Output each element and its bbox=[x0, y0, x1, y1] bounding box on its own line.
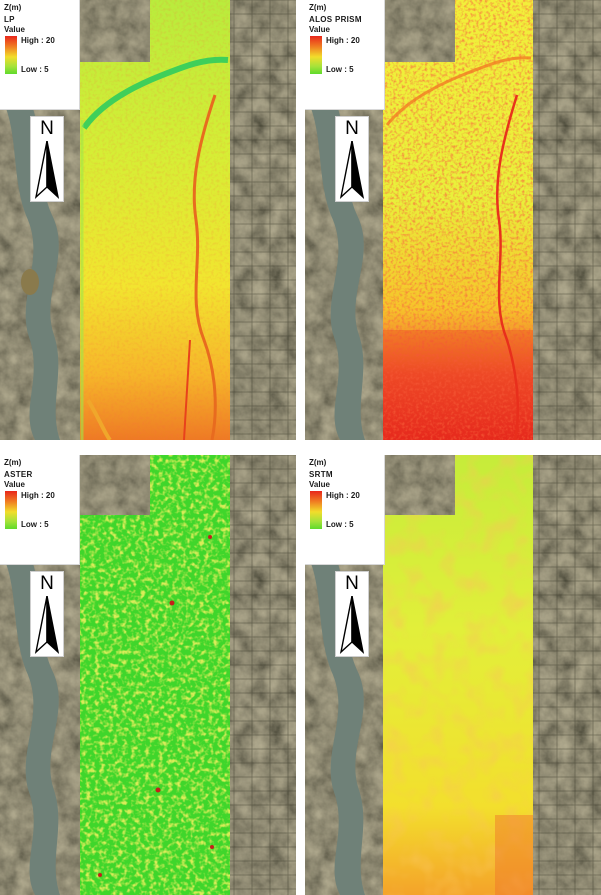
color-ramp-row: High : 20 Low : 5 bbox=[309, 491, 380, 529]
dataset-name: LP bbox=[4, 15, 15, 24]
color-ramp bbox=[310, 36, 322, 74]
value-label: Value bbox=[4, 25, 25, 34]
value-label: Value bbox=[4, 480, 25, 489]
legend-lp: Z(m) LP Value High : 20 Low : 5 bbox=[0, 0, 80, 110]
north-arrow: N bbox=[335, 116, 369, 202]
north-arrow: N bbox=[30, 571, 64, 657]
north-letter: N bbox=[40, 573, 54, 594]
ramp-low-label: Low : 5 bbox=[326, 65, 354, 74]
unit-label: Z(m) bbox=[309, 3, 327, 12]
unit-label: Z(m) bbox=[4, 458, 22, 467]
unit-label: Z(m) bbox=[309, 458, 327, 467]
ramp-low-label: Low : 5 bbox=[21, 520, 49, 529]
ramp-high-label: High : 20 bbox=[326, 491, 360, 500]
color-ramp-row: High : 20 Low : 5 bbox=[4, 491, 75, 529]
legend-aster: Z(m) ASTER Value High : 20 Low : 5 bbox=[0, 455, 80, 565]
lp-elevation-map bbox=[0, 0, 296, 440]
north-arrow-icon bbox=[34, 596, 60, 654]
ramp-low-label: Low : 5 bbox=[326, 520, 354, 529]
color-ramp-row: High : 20 Low : 5 bbox=[309, 36, 380, 74]
dataset-name: ALOS PRISM bbox=[309, 15, 362, 24]
north-letter: N bbox=[345, 118, 359, 139]
panel-aster: Z(m) ASTER Value High : 20 Low : 5 N bbox=[0, 455, 296, 895]
legend-alos-prism: Z(m) ALOS PRISM Value High : 20 Low : 5 bbox=[305, 0, 385, 110]
ramp-high-label: High : 20 bbox=[21, 36, 55, 45]
north-arrow: N bbox=[335, 571, 369, 657]
north-arrow-icon bbox=[34, 141, 60, 199]
value-label: Value bbox=[309, 25, 330, 34]
color-ramp bbox=[5, 491, 17, 529]
unit-label: Z(m) bbox=[4, 3, 22, 12]
color-ramp bbox=[310, 491, 322, 529]
alos-elevation-map bbox=[305, 0, 601, 440]
dataset-name: SRTM bbox=[309, 470, 333, 479]
ramp-high-label: High : 20 bbox=[21, 491, 55, 500]
panel-lp: Z(m) LP Value High : 20 Low : 5 N bbox=[0, 0, 296, 440]
panel-alos-prism: Z(m) ALOS PRISM Value High : 20 Low : 5 … bbox=[305, 0, 601, 440]
value-label: Value bbox=[309, 480, 330, 489]
panel-srtm: Z(m) SRTM Value High : 20 Low : 5 N bbox=[305, 455, 601, 895]
north-arrow-icon bbox=[339, 596, 365, 654]
color-ramp bbox=[5, 36, 17, 74]
north-letter: N bbox=[345, 573, 359, 594]
ramp-high-label: High : 20 bbox=[326, 36, 360, 45]
legend-srtm: Z(m) SRTM Value High : 20 Low : 5 bbox=[305, 455, 385, 565]
north-arrow: N bbox=[30, 116, 64, 202]
ramp-low-label: Low : 5 bbox=[21, 65, 49, 74]
color-ramp-row: High : 20 Low : 5 bbox=[4, 36, 75, 74]
dataset-name: ASTER bbox=[4, 470, 33, 479]
north-arrow-icon bbox=[339, 141, 365, 199]
north-letter: N bbox=[40, 118, 54, 139]
